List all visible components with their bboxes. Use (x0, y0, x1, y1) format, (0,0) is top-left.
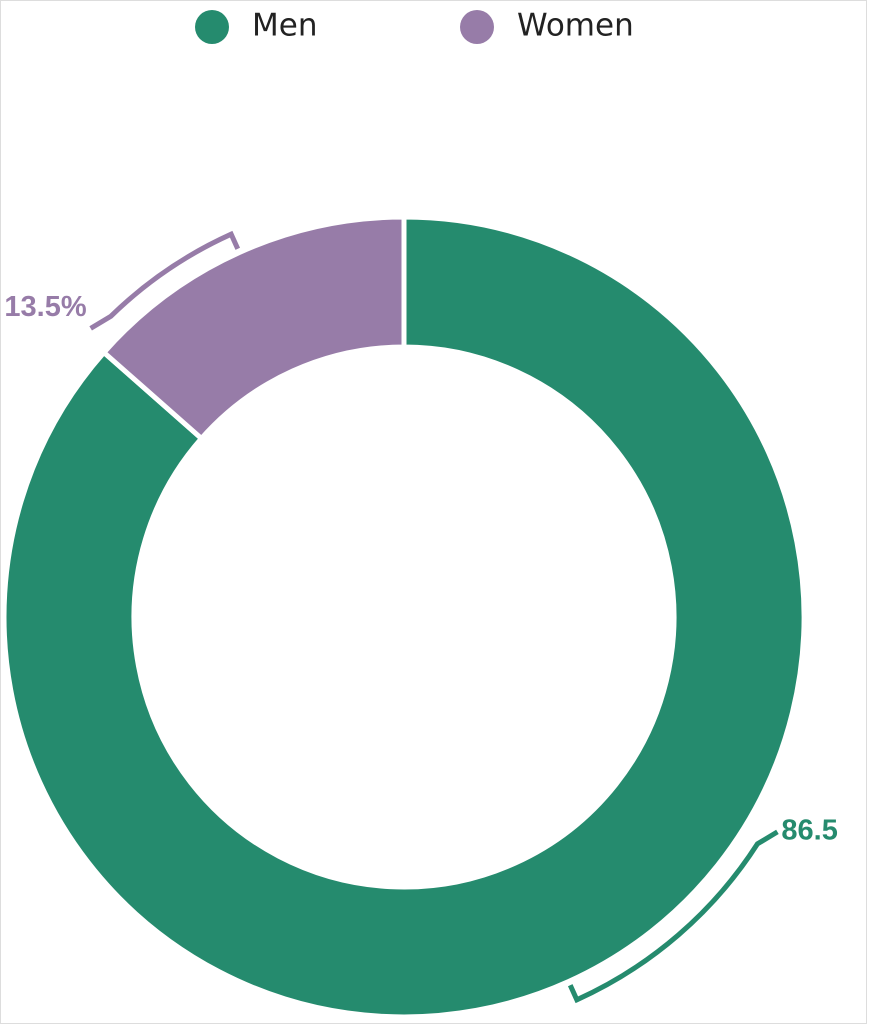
donut-slice (1, 214, 807, 1020)
label-bracket (567, 829, 779, 1004)
legend-label: Women (517, 8, 634, 44)
value-label: 86.5 (781, 815, 837, 847)
legend-marker (460, 10, 494, 44)
legend-label: Men (252, 8, 317, 44)
donut-slice (100, 214, 407, 442)
label-bracket (89, 230, 241, 331)
value-label: 13.5% (4, 291, 86, 323)
legend-marker (195, 10, 229, 44)
